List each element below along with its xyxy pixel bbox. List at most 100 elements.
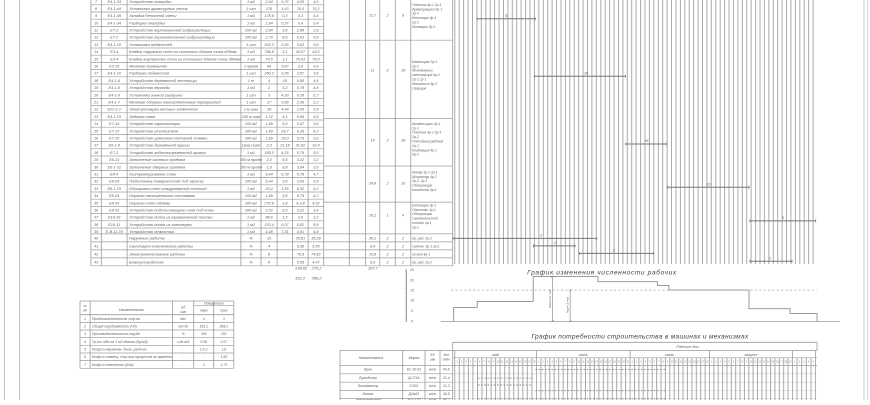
svg-text:2: 2	[267, 86, 271, 90]
svg-text:3,8: 3,8	[282, 180, 288, 184]
svg-text:м/см: м/см	[429, 376, 437, 380]
svg-text:19: 19	[618, 360, 621, 363]
svg-text:70,0: 70,0	[312, 57, 320, 61]
svg-text:изм: изм	[430, 357, 436, 361]
svg-text:Устройство полов из керамическ: Устройство полов из керамической плитки	[129, 215, 213, 220]
svg-text:Плотник 4р-1 2р-1: Плотник 4р-1 2р-1	[412, 3, 441, 7]
svg-text:Е8-24: Е8-24	[109, 194, 119, 198]
svg-text:3,6: 3,6	[313, 165, 319, 169]
svg-text:1,63: 1,63	[281, 7, 289, 11]
svg-text:Арматурщики 4р-1: Арматурщики 4р-1	[411, 7, 442, 11]
svg-text:1 м2: 1 м2	[247, 223, 256, 227]
svg-text:9: 9	[505, 13, 508, 18]
svg-text:4,3: 4,3	[298, 14, 304, 18]
svg-text:2: 2	[799, 360, 801, 363]
svg-text:100 м проём: 100 м проём	[240, 165, 262, 169]
svg-text:Устройство пароизоляции: Устройство пароизоляции	[129, 121, 181, 126]
svg-text:Е6-1-8: Е6-1-8	[108, 144, 120, 148]
svg-text:3: 3	[547, 360, 549, 363]
svg-text:4,05: 4,05	[297, 0, 305, 4]
svg-text:10: 10	[750, 360, 753, 363]
svg-text:сантехнической: сантехнической	[412, 217, 438, 221]
svg-text:1: 1	[456, 360, 458, 363]
svg-text:18: 18	[533, 360, 536, 363]
svg-text:%: %	[249, 260, 253, 264]
svg-text:Е4-1-10: Е4-1-10	[107, 72, 121, 76]
svg-text:Е4-1-44: Е4-1-44	[107, 7, 121, 11]
svg-text:36: 36	[94, 209, 99, 213]
svg-text:2: 2	[461, 360, 463, 363]
svg-text:Экскаватор: Экскаватор	[358, 384, 378, 388]
svg-text:1,89: 1,89	[265, 137, 273, 141]
svg-text:3,4: 3,4	[313, 209, 318, 213]
svg-text:3,06: 3,06	[297, 180, 305, 184]
svg-text:м/см: м/см	[429, 392, 437, 396]
svg-text:плиточник 4р-1: плиточник 4р-1	[412, 188, 436, 192]
svg-text:16,2: 16,2	[369, 214, 377, 218]
svg-text:9: 9	[746, 360, 748, 363]
svg-text:3,6: 3,6	[313, 43, 319, 47]
svg-text:12: 12	[758, 360, 761, 363]
svg-text:2,3: 2,3	[265, 144, 272, 148]
svg-text:График потребности строительст: График потребности строительства в машин…	[531, 332, 749, 340]
svg-text:4,8: 4,8	[313, 230, 319, 234]
svg-text:5,44: 5,44	[265, 180, 272, 184]
svg-text:4: 4	[808, 360, 810, 363]
svg-text:7: 7	[484, 360, 486, 363]
svg-text:норм: норм	[200, 309, 208, 313]
svg-text:16: 16	[776, 360, 779, 363]
svg-text:Е8-33: Е8-33	[109, 209, 120, 213]
svg-text:74,5: 74,5	[265, 57, 273, 61]
svg-text:0,37: 0,37	[281, 223, 289, 227]
svg-text:Е4-1-15: Е4-1-15	[107, 115, 121, 119]
svg-text:2,94: 2,94	[264, 0, 272, 4]
svg-text:Коэф-т совмещ. стр-ных процесс: Коэф-т совмещ. стр-ных процессов во врем…	[92, 355, 172, 359]
svg-text:4: 4	[84, 340, 86, 344]
svg-text:4: 4	[724, 360, 726, 363]
svg-text:5,79: 5,79	[297, 151, 305, 155]
svg-text:27: 27	[266, 101, 272, 105]
svg-text:Е4-1-49: Е4-1-49	[107, 14, 121, 18]
svg-text:18: 18	[785, 360, 788, 363]
svg-text:26: 26	[93, 137, 99, 141]
svg-text:18: 18	[267, 108, 272, 112]
svg-text:2: 2	[386, 244, 390, 248]
svg-text:11: 11	[94, 29, 98, 33]
svg-text:4,2: 4,2	[313, 194, 319, 198]
svg-text:Е6-13: Е6-13	[109, 158, 120, 162]
svg-text:Ед: Ед	[181, 306, 185, 310]
svg-text:2: 2	[401, 260, 405, 264]
svg-text:1: 1	[387, 214, 389, 218]
svg-text:100 м2: 100 м2	[245, 201, 258, 205]
svg-text:33: 33	[94, 187, 99, 191]
svg-text:6: 6	[268, 260, 271, 264]
svg-text:6,32: 6,32	[297, 187, 305, 191]
svg-text:3: 3	[465, 360, 467, 363]
svg-text:4,6: 4,6	[313, 86, 319, 90]
svg-text:5: 5	[649, 360, 651, 363]
svg-text:10: 10	[370, 139, 375, 143]
svg-text:1,89: 1,89	[265, 122, 273, 126]
svg-text:24,8: 24,8	[368, 182, 377, 186]
svg-text:9,6: 9,6	[370, 260, 376, 264]
svg-text:13: 13	[763, 360, 766, 363]
svg-text:10: 10	[497, 360, 500, 363]
svg-text:Е19-19: Е19-19	[108, 216, 121, 220]
svg-text:3,8: 3,8	[313, 72, 319, 76]
svg-text:15: 15	[519, 360, 522, 363]
svg-text:2: 2	[386, 139, 390, 143]
svg-text:8,8: 8,8	[313, 223, 319, 227]
svg-text:41: 41	[94, 244, 98, 248]
svg-text:2,94: 2,94	[264, 21, 272, 25]
svg-text:4,47: 4,47	[312, 260, 320, 264]
svg-text:3,9: 3,9	[313, 180, 319, 184]
svg-text:3,8: 3,8	[298, 65, 304, 69]
svg-text:0,37: 0,37	[281, 21, 289, 25]
svg-text:График изменения численности р: График изменения численности рабочих	[527, 269, 677, 277]
svg-text:11: 11	[754, 360, 757, 363]
svg-text:15: 15	[410, 289, 414, 293]
svg-text:22: 22	[93, 108, 99, 112]
svg-text:3,22: 3,22	[297, 209, 305, 213]
svg-text:21: 21	[93, 101, 98, 105]
svg-text:Марка: Марка	[409, 356, 420, 360]
